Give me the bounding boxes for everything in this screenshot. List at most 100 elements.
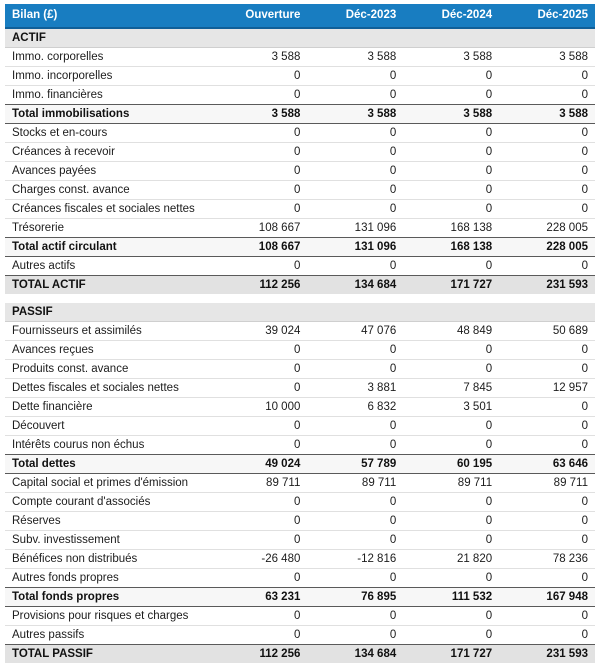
cell-value: 0	[307, 359, 404, 379]
header-row: Bilan (£) Ouverture Déc-2023 Déc-2024 Déc-2…	[5, 4, 595, 29]
cell-value: 231 593	[499, 275, 595, 294]
table-row: Subv. investissement 0 0 0 0	[5, 530, 595, 550]
column-header-4: Déc-2025	[499, 4, 595, 29]
section-header-passif: PASSIF	[5, 303, 595, 322]
cell-value: 3 588	[403, 104, 500, 124]
cell-value: 0	[499, 256, 595, 276]
row-label: Découvert	[5, 416, 212, 436]
row-label: Avances reçues	[5, 340, 212, 360]
row-label: Trésorerie	[5, 218, 212, 238]
cell-value: 0	[499, 66, 595, 86]
row-label: Compte courant d'associés	[5, 492, 212, 512]
row-label: Autres actifs	[5, 256, 212, 276]
table-row: Provisions pour risques et charges 0 0 0 0	[5, 606, 595, 626]
table-row: Total immobilisations 3 588 3 588 3 588 3 58…	[5, 104, 595, 124]
cell-value: 89 711	[403, 473, 500, 493]
row-label: Dette financière	[5, 397, 212, 417]
table-row: Capital social et primes d'émission 89 71…	[5, 473, 595, 493]
cell-value: 3 588	[499, 47, 595, 67]
cell-value: 108 667	[211, 218, 308, 238]
cell-value: 0	[403, 180, 500, 200]
row-label: Dettes fiscales et sociales nettes	[5, 378, 212, 398]
cell-value: 0	[499, 142, 595, 162]
cell-value: 0	[403, 161, 500, 181]
cell-value: 0	[499, 85, 595, 105]
row-label: Intérêts courus non échus	[5, 435, 212, 455]
cell-value: 0	[307, 256, 404, 276]
table-row: TOTAL ACTIF 112 256 134 684 171 727 231 593	[5, 275, 595, 294]
table-row: Dette financière 10 000 6 832 3 501 0	[5, 397, 595, 417]
row-label: Fournisseurs et assimilés	[5, 321, 212, 341]
cell-value: 167 948	[499, 587, 595, 607]
section-header-actif: ACTIF	[5, 28, 595, 48]
cell-value: 3 588	[307, 47, 404, 67]
cell-value: 3 588	[499, 104, 595, 124]
cell-value: 0	[403, 511, 500, 531]
cell-value: 168 138	[403, 237, 500, 257]
cell-value: 89 711	[307, 473, 404, 493]
table-row: Autres fonds propres 0 0 0 0	[5, 568, 595, 588]
row-label: Charges const. avance	[5, 180, 212, 200]
row-label: Capital social et primes d'émission	[5, 473, 212, 493]
table-row: Compte courant d'associés 0 0 0 0	[5, 492, 595, 512]
table-row: Avances reçues 0 0 0 0	[5, 340, 595, 360]
section-gap	[5, 294, 595, 303]
cell-value: 0	[307, 85, 404, 105]
cell-value: 3 588	[211, 47, 308, 67]
table-title: Bilan (£)	[5, 4, 212, 29]
table-row: Intérêts courus non échus 0 0 0 0	[5, 435, 595, 455]
table-row: Créances fiscales et sociales nettes 0 0 0 0	[5, 199, 595, 219]
table-row: Autres passifs 0 0 0 0	[5, 625, 595, 645]
cell-value: 0	[211, 359, 308, 379]
cell-value: 171 727	[403, 275, 500, 294]
row-label: Autres passifs	[5, 625, 212, 645]
cell-value: 47 076	[307, 321, 404, 341]
cell-value: 0	[211, 199, 308, 219]
cell-value: 0	[499, 123, 595, 143]
cell-value: 0	[403, 123, 500, 143]
table-row: TOTAL PASSIF 112 256 134 684 171 727 231 593	[5, 644, 595, 663]
cell-value: 63 646	[499, 454, 595, 474]
cell-value: 111 532	[403, 587, 500, 607]
cell-value: 0	[307, 625, 404, 645]
table-row: Total fonds propres 63 231 76 895 111 532 16…	[5, 587, 595, 607]
cell-value: 0	[499, 161, 595, 181]
cell-value: 0	[211, 256, 308, 276]
cell-value: 0	[211, 625, 308, 645]
table-row: Immo. corporelles 3 588 3 588 3 588 3 588	[5, 47, 595, 67]
section-title: ACTIF	[5, 28, 595, 48]
cell-value: 0	[211, 123, 308, 143]
row-label: Bénéfices non distribués	[5, 549, 212, 569]
column-header-1: Ouverture	[211, 4, 308, 29]
balance-sheet-table: Bilan (£) Ouverture Déc-2023 Déc-2024 Déc-2…	[5, 4, 595, 663]
cell-value: 0	[403, 625, 500, 645]
cell-value: 89 711	[211, 473, 308, 493]
cell-value: 0	[499, 606, 595, 626]
cell-value: 131 096	[307, 237, 404, 257]
column-header-2: Déc-2023	[307, 4, 404, 29]
cell-value: 0	[499, 199, 595, 219]
cell-value: 0	[499, 435, 595, 455]
cell-value: 3 588	[307, 104, 404, 124]
cell-value: 108 667	[211, 237, 308, 257]
row-label: Créances à recevoir	[5, 142, 212, 162]
table-row: Produits const. avance 0 0 0 0	[5, 359, 595, 379]
table-row: Dettes fiscales et sociales nettes 0 3 881…	[5, 378, 595, 398]
row-label: Créances fiscales et sociales nettes	[5, 199, 212, 219]
cell-value: 0	[211, 66, 308, 86]
cell-value: 0	[211, 530, 308, 550]
row-label: Immo. financières	[5, 85, 212, 105]
table-row: Réserves 0 0 0 0	[5, 511, 595, 531]
cell-value: 49 024	[211, 454, 308, 474]
cell-value: 0	[403, 416, 500, 436]
cell-value: 134 684	[307, 275, 404, 294]
cell-value: 0	[307, 123, 404, 143]
cell-value: 171 727	[403, 644, 500, 663]
cell-value: 228 005	[499, 218, 595, 238]
cell-value: 0	[499, 180, 595, 200]
row-label: TOTAL ACTIF	[5, 275, 212, 294]
cell-value: 0	[499, 359, 595, 379]
cell-value: 0	[499, 492, 595, 512]
table-row: Avances payées 0 0 0 0	[5, 161, 595, 181]
cell-value: -26 480	[211, 549, 308, 569]
